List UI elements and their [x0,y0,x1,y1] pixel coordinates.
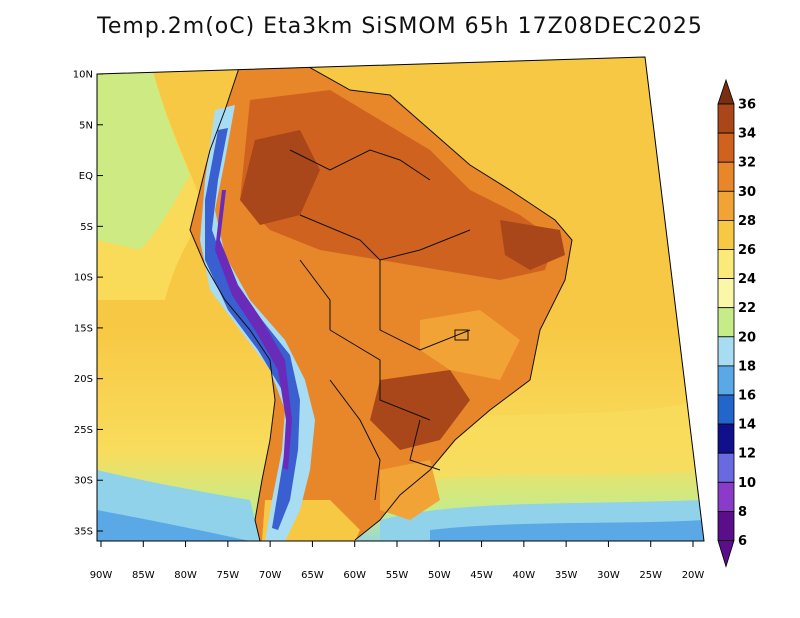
south-atlantic-mild-region [430,400,704,480]
lat-tick-label: 25S [74,425,93,436]
colorbar-top-arrow [717,78,735,105]
pacific-cool-region [97,60,190,250]
lat-tick-label: 35S [74,527,93,538]
lat-tick-label: EQ [79,171,93,182]
land-hot-south [370,370,470,450]
lon-tick-label: 70W [259,570,282,581]
lat-tick-label: 10S [74,273,93,284]
colorbar-box [717,336,735,367]
colorbar-box [717,219,735,250]
colorbar-label: 8 [738,505,747,520]
colorbar-box [717,510,735,541]
colorbar-box [717,394,735,425]
lat-tick-label: 30S [74,476,93,487]
map-field [97,57,704,541]
colorbar-label: 34 [738,127,756,142]
land-hottest-amazon [240,130,320,225]
colorbar-box [717,249,735,280]
lon-tick-label: 25W [639,570,662,581]
lat-tick-label: 5N [79,120,93,131]
lon-tick-label: 30W [597,570,620,581]
south-atlantic-colder-region [430,520,704,541]
colorbar-label: 26 [738,243,756,258]
lon-tick-label: 60W [343,570,366,581]
lon-tick-label: 90W [90,570,113,581]
colorbar-box [717,307,735,338]
south-pacific-colder-region [97,510,250,541]
colorbar-box [717,132,735,163]
lon-tick-label: 50W [428,570,451,581]
lon-tick-label: 65W [301,570,324,581]
colorbar-box [717,161,735,192]
lon-tick-label: 80W [174,570,197,581]
lon-tick-label: 35W [555,570,578,581]
colorbar-box [717,365,735,396]
colorbar-box [717,190,735,221]
lon-tick-label: 45W [470,570,493,581]
land-mild-south [380,460,440,520]
colorbar-box [717,481,735,512]
colorbar-label: 16 [738,389,756,404]
latitude-axis: 10N 5N EQ 5S 10S 15S 20S 25S 30S 35S [73,70,103,538]
colorbar-label: 6 [738,534,747,549]
colorbar-label: 24 [738,272,756,287]
colorbar-label: 22 [738,301,756,316]
colorbar-box [717,452,735,483]
colorbar-label: 14 [738,418,756,433]
colorbar-label: 32 [738,156,756,171]
country-borders [189,61,573,541]
colorbar-label: 28 [738,214,756,229]
land-hottest-northeast [500,220,565,270]
lon-tick-label: 75W [217,570,240,581]
lon-tick-label: 55W [386,570,409,581]
colorbar-box [717,103,735,134]
colorbar-label: 18 [738,359,756,374]
colorbar-box [717,423,735,454]
colorbar-bottom-arrow [717,540,735,568]
lat-tick-label: 5S [80,222,93,233]
andes-cold-ribbon [205,128,300,530]
colorbar-box [717,278,735,309]
lat-tick-label: 10N [73,70,93,81]
lat-tick-label: 15S [74,323,93,334]
longitude-axis: 90W 85W 80W 75W 70W 65W 60W 55W 50W 45W 40W 35W 30W 2… [90,541,705,581]
lon-tick-label: 85W [132,570,155,581]
colorbar-label: 10 [738,476,756,491]
map-title: Temp.2m(oC) Eta3km SiSMOM 65h 17Z08DEC20… [97,14,703,39]
colorbar-label: 20 [738,330,756,345]
colorbar: 36 34 32 30 28 26 24 22 20 18 16 14 12 10 8 6 [717,78,756,568]
colorbar-label: 36 [738,98,756,113]
map-frame [96,56,705,542]
lon-tick-label: 20W [682,570,705,581]
colorbar-label: 12 [738,447,756,462]
land-mild-central [420,310,520,380]
land-hot-north [240,90,555,280]
colorbar-label: 30 [738,185,756,200]
lat-tick-label: 20S [74,374,93,385]
lon-tick-label: 40W [513,570,536,581]
